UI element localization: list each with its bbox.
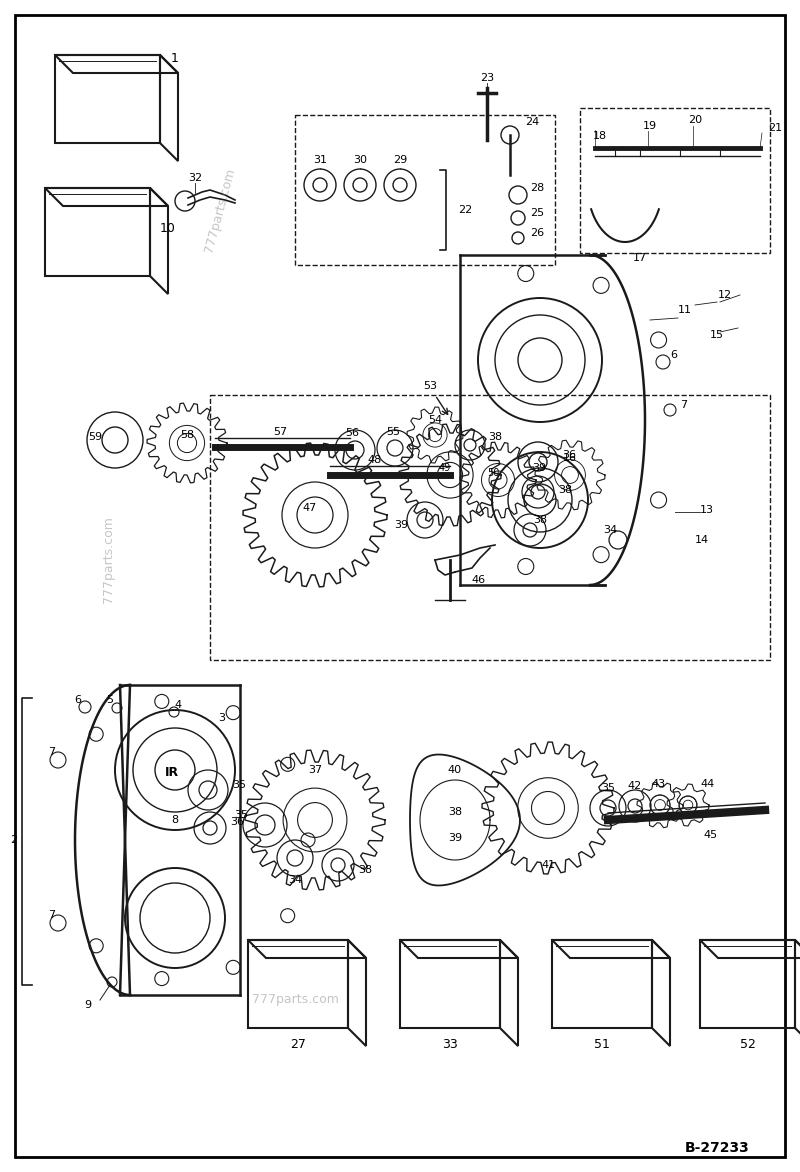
Text: 6: 6 bbox=[670, 350, 677, 360]
Text: 32: 32 bbox=[188, 173, 202, 183]
Text: 53: 53 bbox=[423, 381, 437, 391]
Text: 15: 15 bbox=[710, 331, 724, 340]
Text: 56: 56 bbox=[345, 428, 359, 438]
Text: 23: 23 bbox=[480, 73, 494, 83]
Text: 43: 43 bbox=[651, 779, 665, 789]
Text: 48: 48 bbox=[368, 455, 382, 465]
Text: 5: 5 bbox=[106, 695, 114, 706]
Text: 33: 33 bbox=[442, 1038, 458, 1051]
Text: 49: 49 bbox=[439, 463, 451, 473]
Text: 51: 51 bbox=[594, 1038, 610, 1051]
Text: 52: 52 bbox=[740, 1038, 756, 1051]
Text: 24: 24 bbox=[525, 117, 539, 127]
Text: 59: 59 bbox=[88, 432, 102, 442]
Text: 4: 4 bbox=[174, 700, 182, 710]
Text: 38: 38 bbox=[558, 485, 572, 495]
Text: 12: 12 bbox=[718, 289, 732, 300]
Text: 21: 21 bbox=[768, 123, 782, 132]
Text: 40: 40 bbox=[448, 765, 462, 775]
Text: 26: 26 bbox=[530, 229, 544, 238]
Text: 10: 10 bbox=[160, 222, 176, 234]
Text: 36: 36 bbox=[562, 450, 576, 459]
Text: 36: 36 bbox=[230, 817, 244, 827]
Text: 7: 7 bbox=[49, 747, 55, 757]
Text: 16: 16 bbox=[563, 454, 577, 463]
Text: 57: 57 bbox=[273, 427, 287, 437]
Text: 58: 58 bbox=[180, 430, 194, 440]
Text: 7: 7 bbox=[680, 400, 687, 410]
Text: 7: 7 bbox=[49, 909, 55, 920]
Bar bbox=[210, 395, 770, 660]
Text: 2: 2 bbox=[10, 834, 18, 845]
Text: 14: 14 bbox=[695, 534, 709, 545]
Text: 17: 17 bbox=[633, 253, 647, 263]
Text: 777parts.com: 777parts.com bbox=[102, 517, 114, 604]
Text: 35: 35 bbox=[234, 810, 248, 820]
Text: 27: 27 bbox=[290, 1038, 306, 1051]
Text: 28: 28 bbox=[530, 183, 544, 193]
Text: IR: IR bbox=[165, 765, 179, 778]
Text: 39: 39 bbox=[394, 520, 408, 530]
Text: 29: 29 bbox=[393, 155, 407, 165]
Text: 46: 46 bbox=[471, 575, 485, 585]
Bar bbox=[295, 115, 555, 265]
Bar bbox=[580, 108, 770, 253]
Text: 777parts.com: 777parts.com bbox=[202, 166, 238, 253]
Text: 47: 47 bbox=[303, 503, 317, 513]
Text: 9: 9 bbox=[85, 1000, 91, 1010]
Text: 25: 25 bbox=[530, 207, 544, 218]
Text: 3: 3 bbox=[218, 713, 226, 723]
Text: 19: 19 bbox=[643, 121, 657, 131]
Text: 35: 35 bbox=[232, 781, 246, 790]
Text: 54: 54 bbox=[428, 415, 442, 425]
Text: 41: 41 bbox=[541, 860, 555, 870]
Text: 30: 30 bbox=[353, 155, 367, 165]
Text: 777parts.com: 777parts.com bbox=[251, 994, 338, 1007]
Text: 1: 1 bbox=[171, 52, 179, 64]
Text: 45: 45 bbox=[703, 830, 717, 840]
Text: 55: 55 bbox=[386, 427, 400, 437]
Text: 8: 8 bbox=[171, 815, 178, 825]
Text: 44: 44 bbox=[700, 779, 714, 789]
Text: 34: 34 bbox=[288, 875, 302, 885]
Text: 50: 50 bbox=[487, 468, 499, 478]
Text: 39: 39 bbox=[532, 463, 546, 473]
Text: 38: 38 bbox=[488, 432, 502, 442]
Text: 34: 34 bbox=[603, 525, 617, 534]
Text: 20: 20 bbox=[688, 115, 702, 125]
Text: 13: 13 bbox=[700, 505, 714, 515]
Text: 38: 38 bbox=[358, 865, 372, 875]
Text: 38: 38 bbox=[448, 808, 462, 817]
Text: 11: 11 bbox=[678, 305, 692, 315]
Text: 18: 18 bbox=[593, 131, 607, 141]
Text: 22: 22 bbox=[458, 205, 472, 214]
Text: 6: 6 bbox=[74, 695, 82, 706]
Text: 37: 37 bbox=[308, 765, 322, 775]
Text: B-27233: B-27233 bbox=[686, 1142, 750, 1154]
Text: 42: 42 bbox=[628, 781, 642, 791]
Text: 38: 38 bbox=[533, 515, 547, 525]
Text: 31: 31 bbox=[313, 155, 327, 165]
Text: 35: 35 bbox=[601, 783, 615, 793]
Text: 39: 39 bbox=[448, 833, 462, 843]
